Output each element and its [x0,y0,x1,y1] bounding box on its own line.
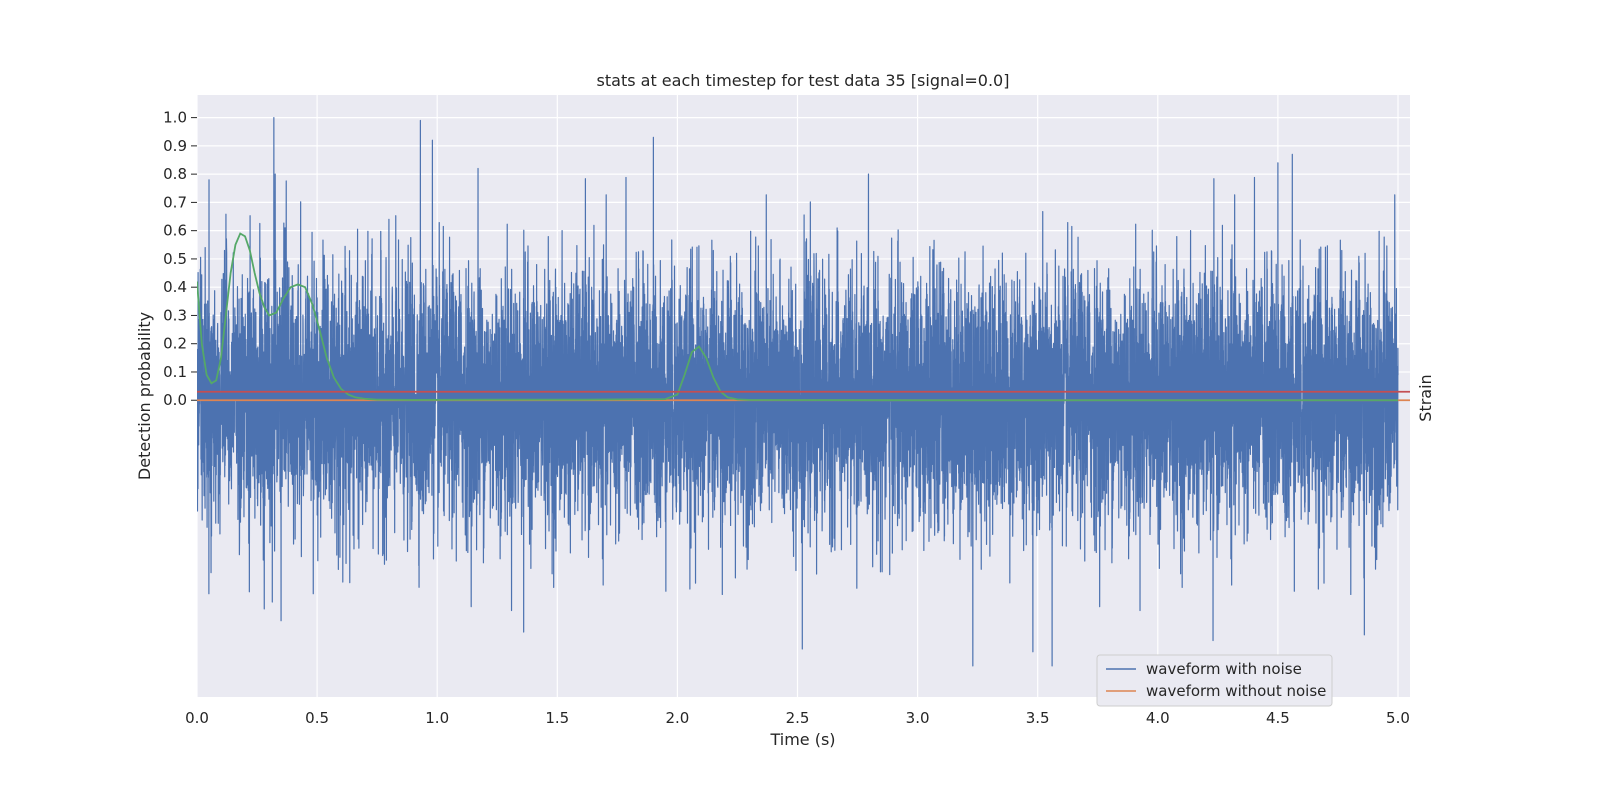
x-tick-label: 5.0 [1386,709,1410,727]
y-tick-label: 0.4 [163,278,187,296]
y-tick-label: 0.0 [163,391,187,409]
y-tick-label: 0.1 [163,363,187,381]
x-tick-label: 4.0 [1146,709,1170,727]
y-tick-label: 0.8 [163,165,187,183]
y-tick-label: 0.2 [163,335,187,353]
x-tick-label: 2.0 [665,709,689,727]
x-tick-label: 2.5 [786,709,810,727]
y-tick-label: 0.6 [163,222,187,240]
y-tick-label: 0.7 [163,193,187,211]
x-tick-label: 1.0 [425,709,449,727]
y-tick-label: 0.3 [163,306,187,324]
y-tick-label: 0.5 [163,250,187,268]
y-tick-label: 0.9 [163,137,187,155]
y-axis-label: Detection probability [135,312,154,480]
x-tick-label: 0.0 [185,709,209,727]
series-line-waveform-with-noise [197,117,1399,667]
legend-label-waveform-with-noise: waveform with noise [1146,660,1302,678]
legend-box [1096,654,1333,707]
x-axis-label: Time (s) [769,730,835,749]
x-tick-label: 1.5 [545,709,569,727]
x-tick-label: 3.0 [906,709,930,727]
legend: waveform with noise waveform without noi… [1096,654,1333,707]
tick-labels: 0.0 0.5 1.0 1.5 2.0 2.5 3.0 3.5 4.0 4.5 5.0 0.0 0.1 0… [163,109,1410,727]
series-layer [197,117,1410,667]
x-tick-label: 4.5 [1266,709,1290,727]
x-tick-label: 0.5 [305,709,329,727]
legend-label-waveform-without-noise: waveform without noise [1146,682,1326,700]
y-tick-label: 1.0 [163,109,187,127]
series-line-detection-probability [197,232,1398,402]
chart-title: stats at each timestep for test data 35 … [597,71,1010,90]
y-axis-right-label: Strain [1416,374,1435,421]
x-tick-label: 3.5 [1026,709,1050,727]
